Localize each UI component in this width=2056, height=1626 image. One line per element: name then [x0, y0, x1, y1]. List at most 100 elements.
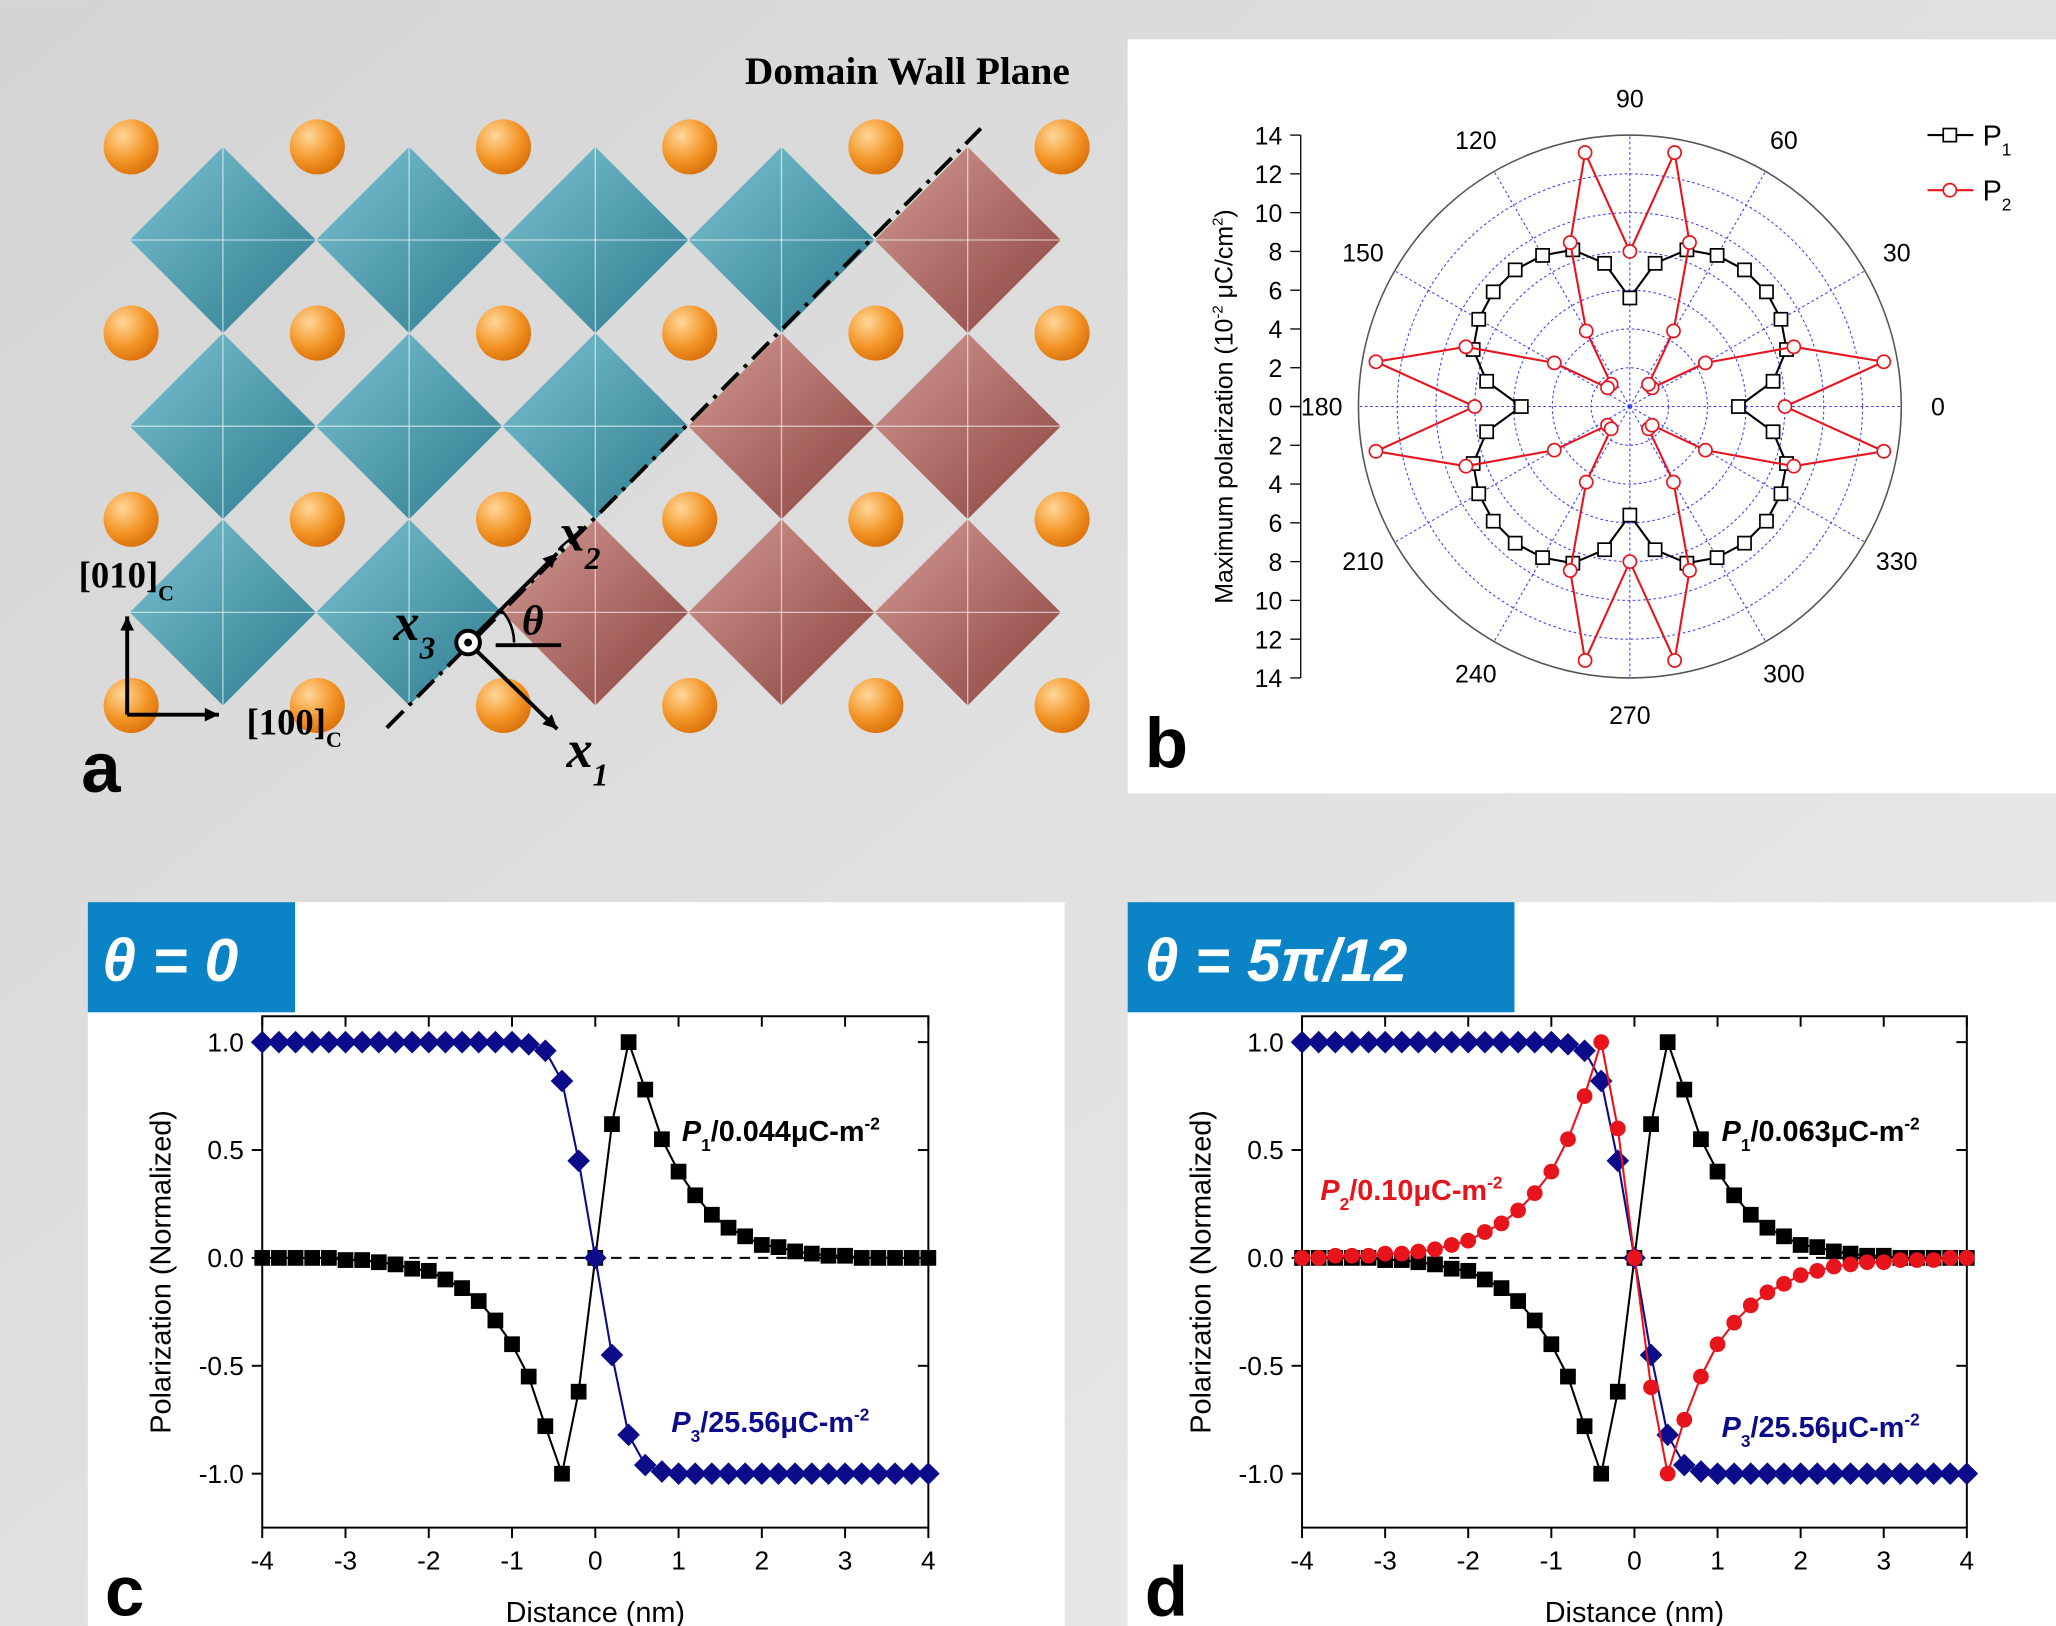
- marker: [1577, 1089, 1591, 1103]
- marker: [1960, 1251, 1974, 1265]
- x-tick-label: 2: [755, 1546, 770, 1576]
- y-tick-label: -0.5: [1239, 1351, 1284, 1381]
- marker: [1627, 1251, 1641, 1265]
- marker: [1667, 324, 1680, 337]
- marker: [1843, 1257, 1857, 1271]
- y-tick-label: 1.0: [207, 1027, 243, 1057]
- text-part: P: [1722, 1116, 1742, 1148]
- text-part: -2: [1904, 1410, 1919, 1430]
- marker: [1472, 313, 1485, 326]
- atom: [104, 306, 159, 361]
- r-tick-label: 6: [1269, 277, 1283, 305]
- text-part: 1: [2002, 140, 2012, 160]
- marker: [472, 1294, 486, 1308]
- marker: [1564, 564, 1577, 577]
- r-tick-label: 2: [1269, 355, 1283, 383]
- angle-tick-label: 330: [1876, 548, 1918, 576]
- r-tick-label: 12: [1255, 626, 1283, 654]
- marker: [1461, 1233, 1475, 1247]
- marker: [1787, 460, 1800, 473]
- r-tick-label: 14: [1255, 122, 1283, 150]
- marker: [1580, 476, 1593, 489]
- angle-tick-label: 120: [1455, 127, 1497, 155]
- marker: [671, 1164, 685, 1178]
- marker: [455, 1281, 469, 1295]
- marker: [1877, 445, 1890, 458]
- text-part: -2: [1210, 305, 1227, 318]
- marker: [838, 1249, 852, 1263]
- chart-title: θ = 5π/12: [1145, 926, 1408, 994]
- marker: [1642, 378, 1655, 391]
- marker: [638, 1082, 652, 1096]
- marker: [1528, 1313, 1542, 1327]
- atom: [476, 678, 531, 733]
- x-tick-label: -2: [417, 1546, 440, 1576]
- r-tick-label: 8: [1269, 549, 1283, 577]
- marker: [1511, 1294, 1525, 1308]
- panel-label: b: [1145, 704, 1188, 783]
- angle-tick-label: 60: [1770, 127, 1798, 155]
- marker: [1544, 1337, 1558, 1351]
- marker: [1710, 1164, 1724, 1178]
- marker: [1528, 1186, 1542, 1200]
- marker: [1774, 313, 1787, 326]
- marker: [1461, 1264, 1475, 1278]
- text-part: P: [1983, 176, 2002, 208]
- r-tick-label: 4: [1269, 316, 1283, 344]
- marker: [1564, 236, 1577, 249]
- marker: [1428, 1242, 1442, 1256]
- text-part: P: [1983, 121, 2002, 153]
- marker: [1732, 400, 1745, 413]
- marker: [621, 1035, 635, 1049]
- marker: [1509, 263, 1522, 276]
- marker: [1511, 1203, 1525, 1217]
- marker: [1579, 146, 1592, 159]
- angle-tick-label: 180: [1301, 394, 1343, 422]
- x-tick-label: 1: [671, 1546, 686, 1576]
- text-part: 1: [701, 1135, 711, 1155]
- marker: [1793, 1268, 1807, 1282]
- panel-label: a: [81, 729, 121, 808]
- marker: [1649, 543, 1662, 556]
- marker: [1710, 1337, 1724, 1351]
- marker: [372, 1255, 386, 1269]
- marker: [405, 1261, 419, 1275]
- marker: [1760, 515, 1773, 528]
- atom: [662, 492, 717, 547]
- marker: [1683, 236, 1696, 249]
- marker: [1611, 1384, 1625, 1398]
- marker: [1646, 419, 1659, 432]
- x-tick-label: 0: [588, 1546, 603, 1576]
- x-tick-label: 3: [1876, 1546, 1891, 1576]
- marker: [1478, 1272, 1492, 1286]
- chart-title: θ = 0: [102, 926, 238, 994]
- marker: [688, 1188, 702, 1202]
- marker: [1877, 355, 1890, 368]
- text-part: 3: [691, 1426, 701, 1446]
- angle-tick-label: 30: [1883, 240, 1911, 268]
- y-tick-label: 0.0: [1247, 1243, 1283, 1273]
- marker: [738, 1229, 752, 1243]
- x-axis-label: Distance (nm): [1545, 1597, 1724, 1626]
- marker: [1778, 400, 1791, 413]
- atom: [662, 306, 717, 361]
- marker: [888, 1251, 902, 1265]
- marker: [1598, 543, 1611, 556]
- marker: [605, 1117, 619, 1131]
- marker: [1494, 1216, 1508, 1230]
- marker: [788, 1244, 802, 1258]
- marker: [1787, 340, 1800, 353]
- marker: [1660, 1466, 1674, 1480]
- marker: [1711, 551, 1724, 564]
- text-part: 1: [1741, 1135, 1751, 1155]
- marker: [1760, 1220, 1774, 1234]
- r-tick-label: 10: [1255, 200, 1283, 228]
- y-tick-label: -1.0: [1239, 1459, 1284, 1489]
- marker: [338, 1253, 352, 1267]
- marker: [1760, 1285, 1774, 1299]
- marker: [1480, 425, 1493, 438]
- y-tick-label: 0.5: [207, 1135, 243, 1165]
- angle-tick-label: 0: [1931, 394, 1945, 422]
- text-part: x: [558, 505, 585, 563]
- marker: [1544, 1164, 1558, 1178]
